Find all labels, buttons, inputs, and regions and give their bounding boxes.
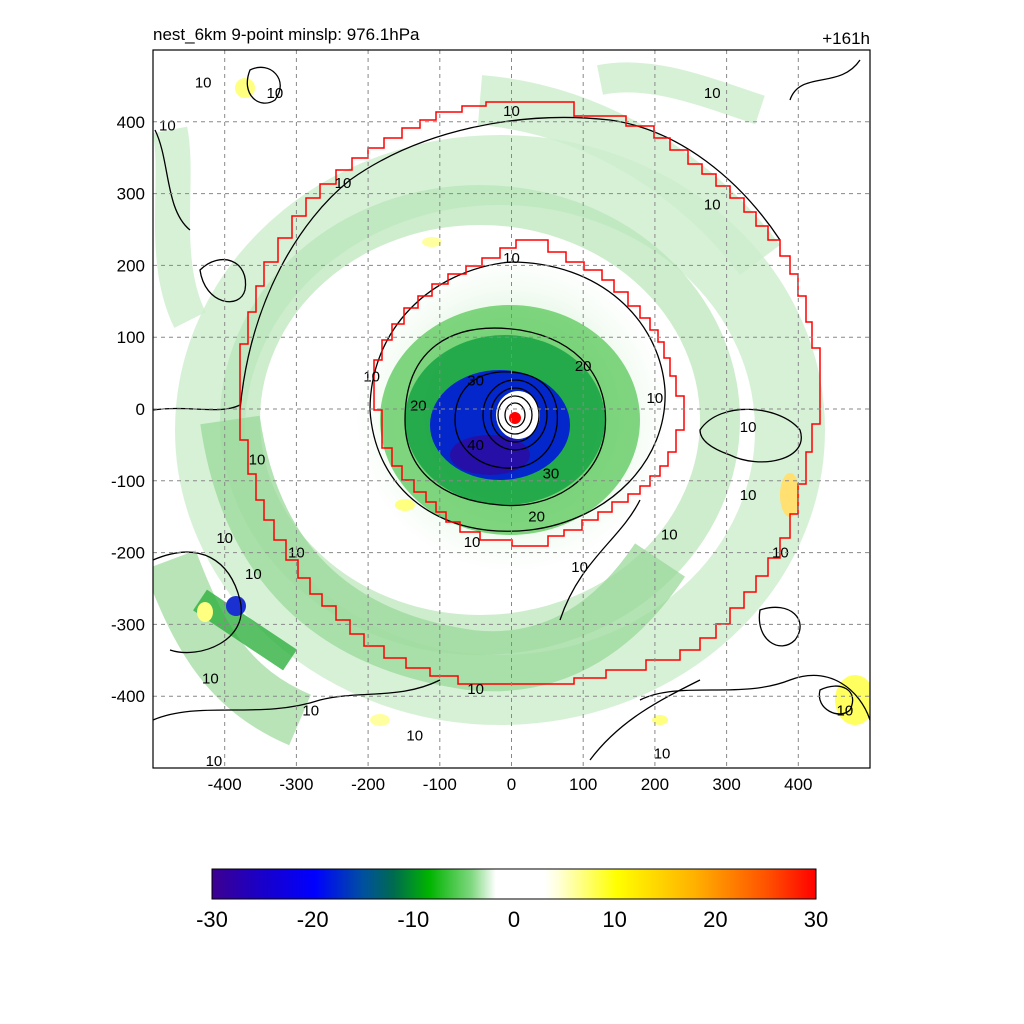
contour-label: 20 (528, 509, 545, 526)
contour-label: 20 (575, 358, 592, 375)
y-tick-label: 0 (136, 400, 145, 419)
contour-label: 10 (202, 670, 219, 687)
contour-label: 10 (288, 545, 305, 562)
x-tick-label: -100 (423, 775, 457, 794)
contour-label: 10 (302, 703, 319, 720)
y-tick-label: -100 (111, 472, 145, 491)
contour-label: 10 (661, 527, 678, 544)
contour-label: 10 (406, 728, 423, 745)
contour-label: 30 (543, 466, 560, 483)
colorbar-tick-label: -20 (297, 907, 329, 932)
outer-domain-boundary (239, 101, 821, 685)
contour-label: 10 (159, 117, 176, 134)
x-tick-label: 200 (641, 775, 669, 794)
x-tick-label: 400 (784, 775, 812, 794)
y-axis: 400 300 200 100 0 -100 -200 -300 -400 (111, 113, 145, 706)
contour-label: 10 (654, 746, 671, 763)
time-label: +161h (822, 29, 870, 48)
contour-label: 10 (195, 74, 212, 91)
colorbar-ticks: -30 -20 -10 0 10 20 30 (196, 907, 828, 932)
y-tick-label: -200 (111, 544, 145, 563)
y-tick-label: -300 (111, 615, 145, 634)
contour-label: 10 (503, 103, 520, 120)
colorbar-tick-label: -30 (196, 907, 228, 932)
x-tick-label: -300 (279, 775, 313, 794)
x-axis: -400 -300 -200 -100 0 100 200 300 400 (208, 775, 813, 794)
contour-label: 10 (740, 419, 757, 436)
contour-label: 10 (249, 451, 266, 468)
plot-frame (152, 49, 871, 769)
x-tick-label: 300 (712, 775, 740, 794)
colorbar-tick-label: 30 (804, 907, 828, 932)
chart-title: nest_6km 9-point minslp: 976.1hPa (153, 25, 420, 44)
colorbar: -30 -20 -10 0 10 20 30 (196, 868, 828, 932)
y-tick-label: 100 (117, 328, 145, 347)
plot-area: 10 10 10 10 10 10 10 10 20 30 10 20 10 10 40 30 10 20 10 10… (111, 49, 871, 794)
shaded-field: 10 10 10 10 10 10 10 10 20 30 10 20 10 10 40 30 10 20 10 10… (153, 59, 870, 770)
x-tick-label: 100 (569, 775, 597, 794)
storm-center-marker (509, 412, 521, 424)
colorbar-tick-label: 0 (508, 907, 520, 932)
x-tick-label: 0 (507, 775, 516, 794)
contour-label: 10 (704, 85, 721, 102)
contour-label: 30 (467, 372, 484, 389)
colorbar-tick-label: 10 (602, 907, 626, 932)
contour-label: 10 (740, 487, 757, 504)
contour-label: 10 (267, 85, 284, 102)
x-tick-label: -200 (351, 775, 385, 794)
contour-label: 10 (704, 196, 721, 213)
colorbar-tick-label: 20 (703, 907, 727, 932)
contour-label: 10 (464, 534, 481, 551)
contour-label: 10 (571, 559, 588, 576)
contour-label: 10 (363, 369, 380, 386)
contour-label: 10 (467, 681, 484, 698)
contour-labels: 10 10 10 10 10 10 10 10 20 30 10 20 10 10 40 30 10 20 10 10… (159, 74, 854, 770)
y-tick-label: 400 (117, 113, 145, 132)
contour-label: 10 (206, 753, 223, 770)
contour-label: 40 (467, 437, 484, 454)
contour-label: 10 (245, 566, 262, 583)
y-tick-label: 200 (117, 256, 145, 275)
colorbar-tick-label: -10 (397, 907, 429, 932)
x-tick-label: -400 (208, 775, 242, 794)
contour-label: 20 (410, 397, 427, 414)
inner-domain-boundary (373, 239, 685, 547)
contour-label: 10 (837, 703, 854, 720)
contour-label: 10 (647, 390, 664, 407)
y-tick-label: 300 (117, 185, 145, 204)
contour-label: 10 (335, 175, 352, 192)
y-tick-label: -400 (111, 687, 145, 706)
